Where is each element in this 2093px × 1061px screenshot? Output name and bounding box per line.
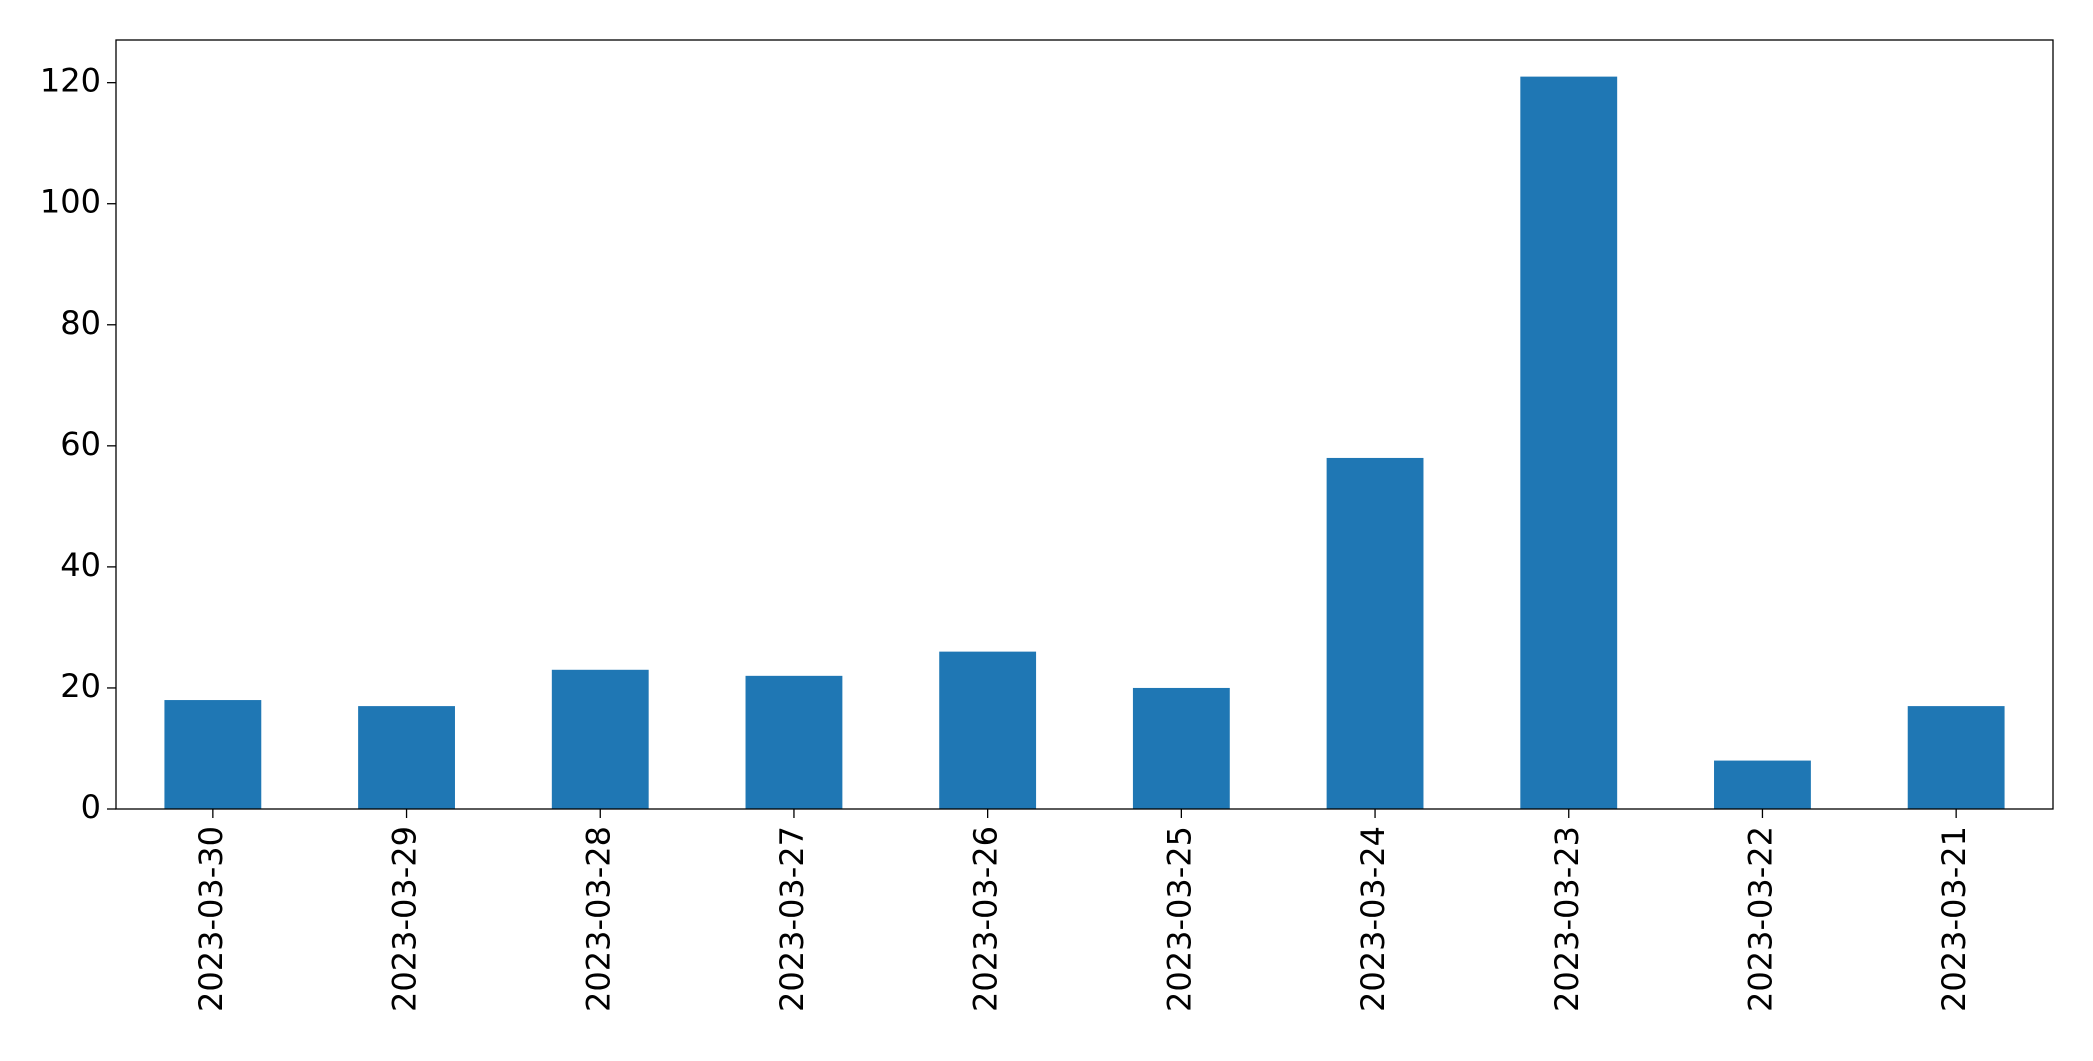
y-tick-label: 40 <box>60 546 101 584</box>
x-tick-label: 2023-03-22 <box>1741 826 1779 1012</box>
y-tick-label: 0 <box>81 788 101 826</box>
y-tick-label: 120 <box>40 62 101 100</box>
bar <box>1132 687 1230 809</box>
x-tick-label: 2023-03-25 <box>1160 826 1198 1012</box>
x-tick-label: 2023-03-27 <box>773 826 811 1012</box>
bar <box>939 651 1037 809</box>
bar <box>1907 706 2005 809</box>
bar <box>164 700 262 809</box>
bar <box>745 675 843 809</box>
x-tick-label: 2023-03-24 <box>1354 826 1392 1012</box>
plot-frame <box>115 39 2054 810</box>
bar <box>1714 760 1811 809</box>
y-tick-label: 80 <box>60 304 101 342</box>
y-tick-label: 20 <box>60 667 101 705</box>
bar <box>1326 457 1424 809</box>
bar <box>1520 76 1618 810</box>
y-tick-label: 60 <box>60 425 101 463</box>
x-tick-label: 2023-03-28 <box>579 826 617 1012</box>
bar <box>358 706 455 809</box>
x-tick-label: 2023-03-21 <box>1935 826 1973 1012</box>
x-tick-label: 2023-03-26 <box>967 826 1005 1012</box>
x-tick-label: 2023-03-30 <box>192 826 230 1012</box>
x-tick-label: 2023-03-29 <box>386 826 424 1012</box>
bar <box>551 669 649 809</box>
y-tick-label: 100 <box>40 183 101 221</box>
x-tick-label: 2023-03-23 <box>1548 826 1586 1012</box>
